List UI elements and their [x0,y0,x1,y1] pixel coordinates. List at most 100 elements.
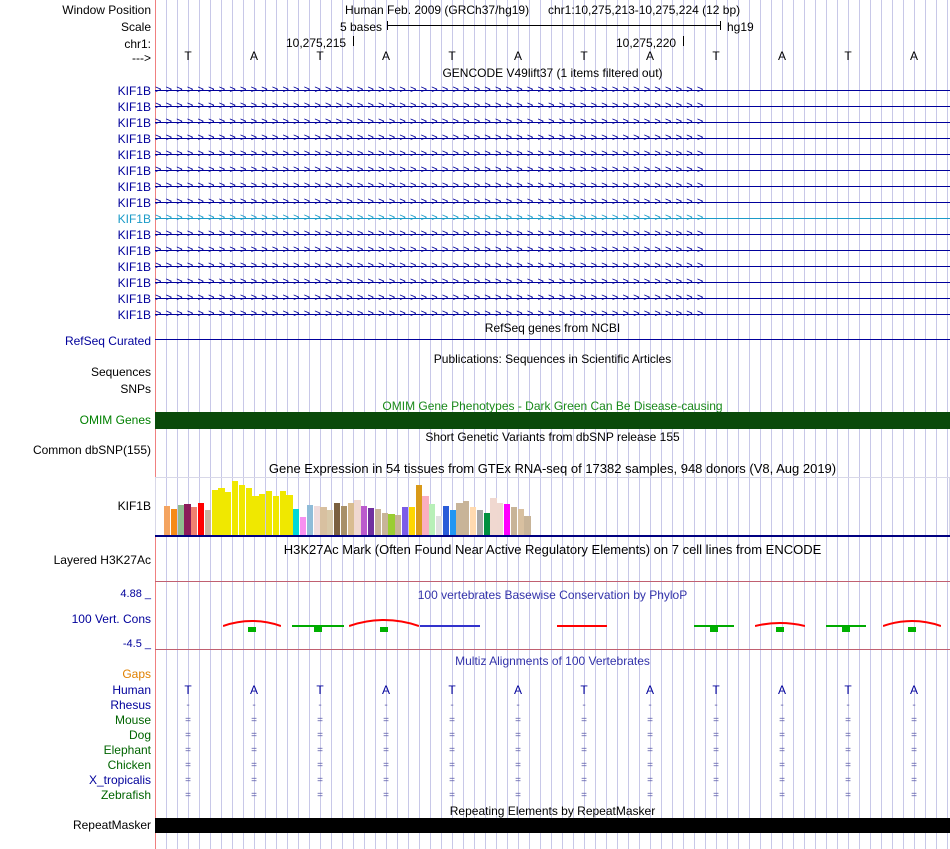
gencode-transcript-row[interactable]: >>>>>>>>>>>>>>>>>>>>>>>>>>>>>>>>>>>>>>>>… [155,180,950,193]
gencode-transcript-row[interactable]: >>>>>>>>>>>>>>>>>>>>>>>>>>>>>>>>>>>>>>>>… [155,116,950,129]
conservation-plot[interactable] [155,582,950,650]
gtex-tissue-bar[interactable] [490,498,497,535]
omim-gene-bar[interactable] [155,412,950,429]
gencode-gene-label[interactable]: KIF1B [117,244,151,258]
gtex-tissue-bar[interactable] [252,495,259,535]
gencode-gene-label[interactable]: KIF1B [117,164,151,178]
multiz-species-row[interactable]: = = = = = = = = = = = = [155,743,950,758]
gtex-tissue-bar[interactable] [422,495,429,535]
multiz-species-label[interactable]: Chicken [107,758,151,772]
gtex-tissue-bar[interactable] [300,517,307,535]
gtex-tissue-bar[interactable] [470,507,477,535]
gtex-tissue-bar[interactable] [368,508,375,535]
gtex-tissue-bar[interactable] [524,516,531,535]
gtex-tissue-bar[interactable] [381,512,388,535]
gtex-tissue-bar[interactable] [354,500,361,535]
multiz-species-label[interactable]: X_tropicalis [88,773,151,787]
gencode-gene-label[interactable]: KIF1B [117,180,151,194]
gencode-gene-label[interactable]: KIF1B [117,308,151,322]
gencode-transcript-row[interactable]: >>>>>>>>>>>>>>>>>>>>>>>>>>>>>>>>>>>>>>>>… [155,196,950,209]
gtex-tissue-bar[interactable] [164,505,171,535]
gtex-tissue-bar[interactable] [510,507,517,535]
gtex-tissue-bar[interactable] [340,505,347,535]
gtex-tissue-bar[interactable] [388,513,395,535]
gtex-tissue-bar[interactable] [395,514,402,535]
gtex-tissue-bar[interactable] [259,493,266,535]
gtex-tissue-bar[interactable] [286,494,293,535]
gencode-transcript-row[interactable]: >>>>>>>>>>>>>>>>>>>>>>>>>>>>>>>>>>>>>>>>… [155,148,950,161]
publications-sequences-label[interactable]: Sequences [90,365,151,379]
gtex-tissue-bar[interactable] [198,502,205,535]
gencode-gene-label[interactable]: KIF1B [117,228,151,242]
gtex-tissue-bar[interactable] [327,510,334,535]
multiz-species-label[interactable]: Zebrafish [100,788,151,802]
gencode-gene-label[interactable]: KIF1B [117,100,151,114]
gencode-transcript-row[interactable]: >>>>>>>>>>>>>>>>>>>>>>>>>>>>>>>>>>>>>>>>… [155,212,950,225]
gencode-gene-label[interactable]: KIF1B [117,212,151,226]
omim-genes-label[interactable]: OMIM Genes [79,413,151,427]
gtex-kif1b-label[interactable]: KIF1B [117,499,151,513]
multiz-species-row[interactable]: ------------ [155,698,950,713]
gencode-transcript-row[interactable]: >>>>>>>>>>>>>>>>>>>>>>>>>>>>>>>>>>>>>>>>… [155,260,950,273]
gtex-bar-chart[interactable] [155,477,950,537]
gtex-tissue-bar[interactable] [442,505,449,535]
common-dbsnp-label[interactable]: Common dbSNP(155) [32,443,151,457]
gtex-tissue-bar[interactable] [504,503,511,535]
gtex-tissue-bar[interactable] [218,488,225,535]
multiz-species-label[interactable]: Human [112,683,151,697]
multiz-species-label[interactable]: Rhesus [110,698,151,712]
gtex-tissue-bar[interactable] [449,510,456,535]
gtex-tissue-bar[interactable] [429,503,436,535]
gencode-transcript-row[interactable]: >>>>>>>>>>>>>>>>>>>>>>>>>>>>>>>>>>>>>>>>… [155,276,950,289]
gencode-transcript-row[interactable]: >>>>>>>>>>>>>>>>>>>>>>>>>>>>>>>>>>>>>>>>… [155,100,950,113]
gencode-transcript-row[interactable]: >>>>>>>>>>>>>>>>>>>>>>>>>>>>>>>>>>>>>>>>… [155,84,950,97]
gtex-tissue-bar[interactable] [272,495,279,535]
gtex-tissue-bar[interactable] [374,509,381,535]
gtex-tissue-bar[interactable] [313,505,320,535]
gencode-gene-label[interactable]: KIF1B [117,132,151,146]
gtex-tissue-bar[interactable] [306,504,313,535]
gtex-tissue-bar[interactable] [184,503,191,535]
gtex-tissue-bar[interactable] [320,507,327,535]
layered-h3k27ac-label[interactable]: Layered H3K27Ac [53,553,151,567]
gencode-transcript-row[interactable]: >>>>>>>>>>>>>>>>>>>>>>>>>>>>>>>>>>>>>>>>… [155,244,950,257]
gencode-transcript-row[interactable]: >>>>>>>>>>>>>>>>>>>>>>>>>>>>>>>>>>>>>>>>… [155,228,950,241]
gtex-tissue-bar[interactable] [402,507,409,535]
gencode-gene-label[interactable]: KIF1B [117,260,151,274]
multiz-species-label[interactable]: Mouse [114,713,151,727]
gtex-tissue-bar[interactable] [483,512,490,535]
gtex-tissue-bar[interactable] [408,507,415,535]
gtex-tissue-bar[interactable] [415,484,422,535]
multiz-species-row[interactable]: = = = = = = = = = = = = [155,728,950,743]
gtex-tissue-bar[interactable] [436,516,443,535]
gtex-tissue-bar[interactable] [497,502,504,535]
conservation-label[interactable]: 100 Vert. Cons [71,612,151,626]
gencode-gene-label[interactable]: KIF1B [117,196,151,210]
gtex-tissue-bar[interactable] [347,502,354,535]
gtex-tissue-bar[interactable] [293,509,300,535]
multiz-species-label[interactable]: Elephant [103,743,151,757]
multiz-species-row[interactable]: = = = = = = = = = = = = [155,773,950,788]
repeatmasker-bar[interactable] [155,818,950,833]
gencode-gene-label[interactable]: KIF1B [117,292,151,306]
publications-snps-label[interactable]: SNPs [120,382,151,396]
gtex-tissue-bar[interactable] [177,504,184,535]
gtex-tissue-bar[interactable] [266,491,273,535]
gencode-transcript-row[interactable]: >>>>>>>>>>>>>>>>>>>>>>>>>>>>>>>>>>>>>>>>… [155,292,950,305]
gtex-tissue-bar[interactable] [245,488,252,535]
gencode-transcript-row[interactable]: >>>>>>>>>>>>>>>>>>>>>>>>>>>>>>>>>>>>>>>>… [155,132,950,145]
gtex-tissue-bar[interactable] [211,490,218,535]
multiz-species-row[interactable]: = = = = = = = = = = = = [155,788,950,803]
multiz-species-row[interactable]: = = = = = = = = = = = = [155,713,950,728]
gencode-gene-label[interactable]: KIF1B [117,116,151,130]
gencode-transcript-row[interactable]: >>>>>>>>>>>>>>>>>>>>>>>>>>>>>>>>>>>>>>>>… [155,164,950,177]
gtex-tissue-bar[interactable] [204,510,211,535]
gtex-tissue-bar[interactable] [517,509,524,535]
gtex-tissue-bar[interactable] [238,484,245,535]
gtex-tissue-bar[interactable] [463,501,470,535]
gtex-tissue-bar[interactable] [476,510,483,535]
gencode-gene-label[interactable]: KIF1B [117,84,151,98]
multiz-species-row[interactable]: = = = = = = = = = = = = [155,758,950,773]
gtex-tissue-bar[interactable] [170,509,177,535]
